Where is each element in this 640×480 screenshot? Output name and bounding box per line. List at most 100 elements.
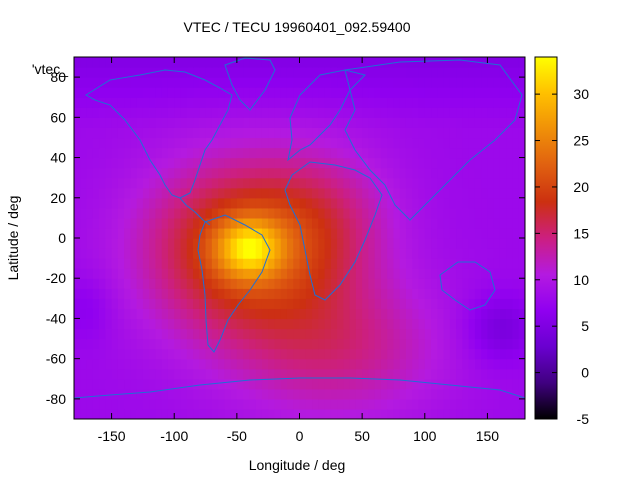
heatmap-cell bbox=[412, 318, 420, 330]
heatmap-cell bbox=[499, 117, 507, 128]
heatmap-cell bbox=[230, 77, 238, 88]
heatmap-cell bbox=[330, 97, 338, 108]
heatmap-cell bbox=[487, 57, 495, 68]
heatmap-cell bbox=[456, 398, 463, 410]
heatmap-cell bbox=[224, 348, 232, 360]
heatmap-cell bbox=[174, 388, 182, 400]
heatmap-cell bbox=[518, 238, 525, 249]
heatmap-cell bbox=[205, 248, 213, 259]
heatmap-cell bbox=[130, 318, 138, 330]
heatmap-cell bbox=[424, 157, 432, 169]
heatmap-cell bbox=[243, 298, 250, 309]
heatmap-cell bbox=[205, 388, 213, 400]
heatmap-cell bbox=[124, 147, 131, 159]
heatmap-cell bbox=[99, 227, 106, 239]
heatmap-cell bbox=[312, 107, 319, 118]
heatmap-cell bbox=[499, 217, 507, 229]
heatmap-cell bbox=[424, 278, 432, 289]
heatmap-cell bbox=[380, 147, 388, 159]
heatmap-cell bbox=[161, 147, 169, 159]
heatmap-cell bbox=[343, 308, 351, 320]
heatmap-cell bbox=[399, 177, 407, 189]
heatmap-cell bbox=[449, 177, 457, 189]
heatmap-cell bbox=[349, 217, 357, 229]
heatmap-cell bbox=[412, 238, 420, 249]
heatmap-cell bbox=[243, 67, 250, 78]
heatmap-cell bbox=[355, 87, 363, 98]
heatmap-cell bbox=[462, 258, 470, 269]
heatmap-cell bbox=[305, 87, 313, 98]
heatmap-cell bbox=[299, 227, 307, 239]
heatmap-cell bbox=[468, 147, 476, 159]
heatmap-cell bbox=[387, 67, 395, 78]
heatmap-cell bbox=[193, 177, 200, 189]
heatmap-cell bbox=[243, 127, 250, 139]
heatmap-cell bbox=[443, 107, 451, 118]
heatmap-cell bbox=[149, 338, 157, 350]
heatmap-cell bbox=[211, 258, 219, 269]
heatmap-cell bbox=[518, 87, 525, 98]
heatmap-cell bbox=[481, 378, 489, 390]
heatmap-cell bbox=[412, 117, 420, 128]
heatmap-cell bbox=[318, 77, 326, 88]
heatmap-cell bbox=[92, 268, 100, 279]
heatmap-cell bbox=[80, 338, 88, 350]
heatmap-cell bbox=[418, 398, 426, 410]
heatmap-cell bbox=[305, 368, 313, 380]
heatmap-cell bbox=[487, 97, 495, 108]
heatmap-cell bbox=[293, 398, 301, 410]
heatmap-cell bbox=[512, 388, 520, 400]
heatmap-cell bbox=[236, 117, 244, 128]
heatmap-cell bbox=[224, 298, 232, 309]
heatmap-cell bbox=[343, 338, 351, 350]
heatmap-cell bbox=[155, 408, 163, 419]
heatmap-cell bbox=[462, 207, 470, 219]
heatmap-cell bbox=[74, 348, 81, 360]
heatmap-cell bbox=[243, 177, 250, 189]
heatmap-cell bbox=[293, 157, 301, 169]
heatmap-cell bbox=[149, 127, 157, 139]
heatmap-cell bbox=[337, 67, 344, 78]
heatmap-cell bbox=[405, 167, 413, 179]
heatmap-cell bbox=[481, 288, 489, 299]
heatmap-cell bbox=[337, 258, 344, 269]
heatmap-cell bbox=[362, 308, 369, 320]
heatmap-cell bbox=[136, 87, 144, 98]
heatmap-cell bbox=[424, 318, 432, 330]
heatmap-cell bbox=[99, 57, 106, 68]
heatmap-cell bbox=[224, 248, 232, 259]
heatmap-cell bbox=[324, 278, 332, 289]
heatmap-cell bbox=[481, 217, 489, 229]
heatmap-cell bbox=[149, 57, 157, 68]
heatmap-cell bbox=[92, 97, 100, 108]
heatmap-cell bbox=[343, 177, 351, 189]
heatmap-cell bbox=[487, 298, 495, 309]
heatmap-cell bbox=[312, 227, 319, 239]
heatmap-cell bbox=[199, 87, 207, 98]
heatmap-cell bbox=[280, 298, 288, 309]
heatmap-cell bbox=[249, 288, 257, 299]
heatmap-cell bbox=[86, 298, 94, 309]
heatmap-cell bbox=[249, 177, 257, 189]
heatmap-cell bbox=[174, 338, 182, 350]
heatmap-cell bbox=[368, 107, 376, 118]
heatmap-cell bbox=[243, 157, 250, 169]
heatmap-cell bbox=[199, 368, 207, 380]
heatmap-cell bbox=[355, 187, 363, 199]
heatmap-cell bbox=[92, 137, 100, 149]
heatmap-cell bbox=[437, 328, 445, 340]
heatmap-cell bbox=[174, 298, 182, 309]
heatmap-cell bbox=[124, 358, 131, 370]
heatmap-cell bbox=[506, 398, 514, 410]
heatmap-cell bbox=[349, 248, 357, 259]
heatmap-cell bbox=[205, 67, 213, 78]
heatmap-cell bbox=[431, 217, 438, 229]
heatmap-cell bbox=[268, 388, 276, 400]
heatmap-cell bbox=[362, 127, 369, 139]
heatmap-cell bbox=[136, 378, 144, 390]
heatmap-cell bbox=[174, 378, 182, 390]
heatmap-cell bbox=[124, 238, 131, 249]
heatmap-cell bbox=[243, 268, 250, 279]
heatmap-cell bbox=[205, 107, 213, 118]
heatmap-cell bbox=[443, 77, 451, 88]
